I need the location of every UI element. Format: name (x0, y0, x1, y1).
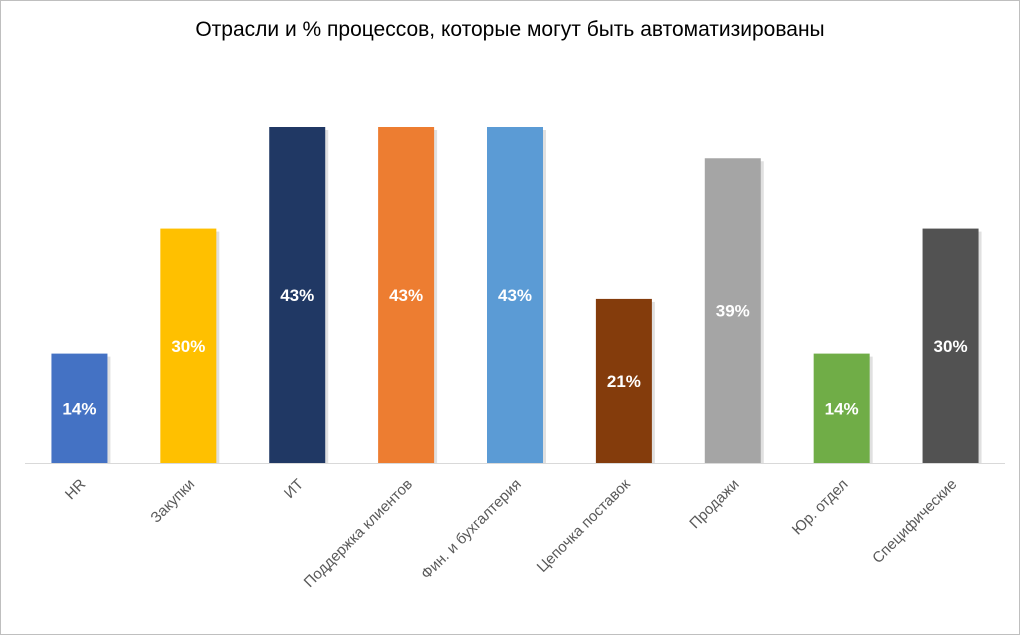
bar-6 (595, 298, 652, 463)
bar-1 (51, 353, 108, 463)
data-label-9: 30% (934, 337, 968, 356)
bar-7 (704, 158, 761, 464)
x-tick-label-2: Закупки (147, 476, 198, 527)
x-tick-label-3: ИТ (281, 476, 307, 502)
data-label-2: 30% (171, 337, 205, 356)
x-tick-label-8: Юр. отдел (789, 476, 852, 539)
bar-2 (160, 228, 217, 463)
x-tick-label-6: Цепочка поставок (534, 476, 634, 576)
bar-8 (813, 353, 870, 463)
bar-9 (922, 228, 979, 463)
data-label-6: 21% (607, 372, 641, 391)
x-tick-label-4: Поддержка клиентов (301, 476, 416, 591)
data-label-1: 14% (62, 399, 96, 418)
data-label-8: 14% (825, 399, 859, 418)
data-label-7: 39% (716, 302, 750, 321)
x-tick-label-1: HR (62, 476, 89, 503)
bar-4 (378, 127, 435, 463)
bar-5 (487, 127, 543, 463)
data-label-5: 43% (498, 286, 532, 305)
x-tick-label-9: Специфические (869, 476, 960, 567)
x-tick-label-5: Фин. и бухгалтерия (418, 476, 525, 583)
x-tick-label-7: Продажи (686, 476, 742, 532)
data-label-4: 43% (389, 286, 423, 305)
data-label-3: 43% (280, 286, 314, 305)
chart-title: Отрасли и % процессов, которые могут быт… (195, 18, 825, 41)
bar-3 (269, 127, 326, 463)
